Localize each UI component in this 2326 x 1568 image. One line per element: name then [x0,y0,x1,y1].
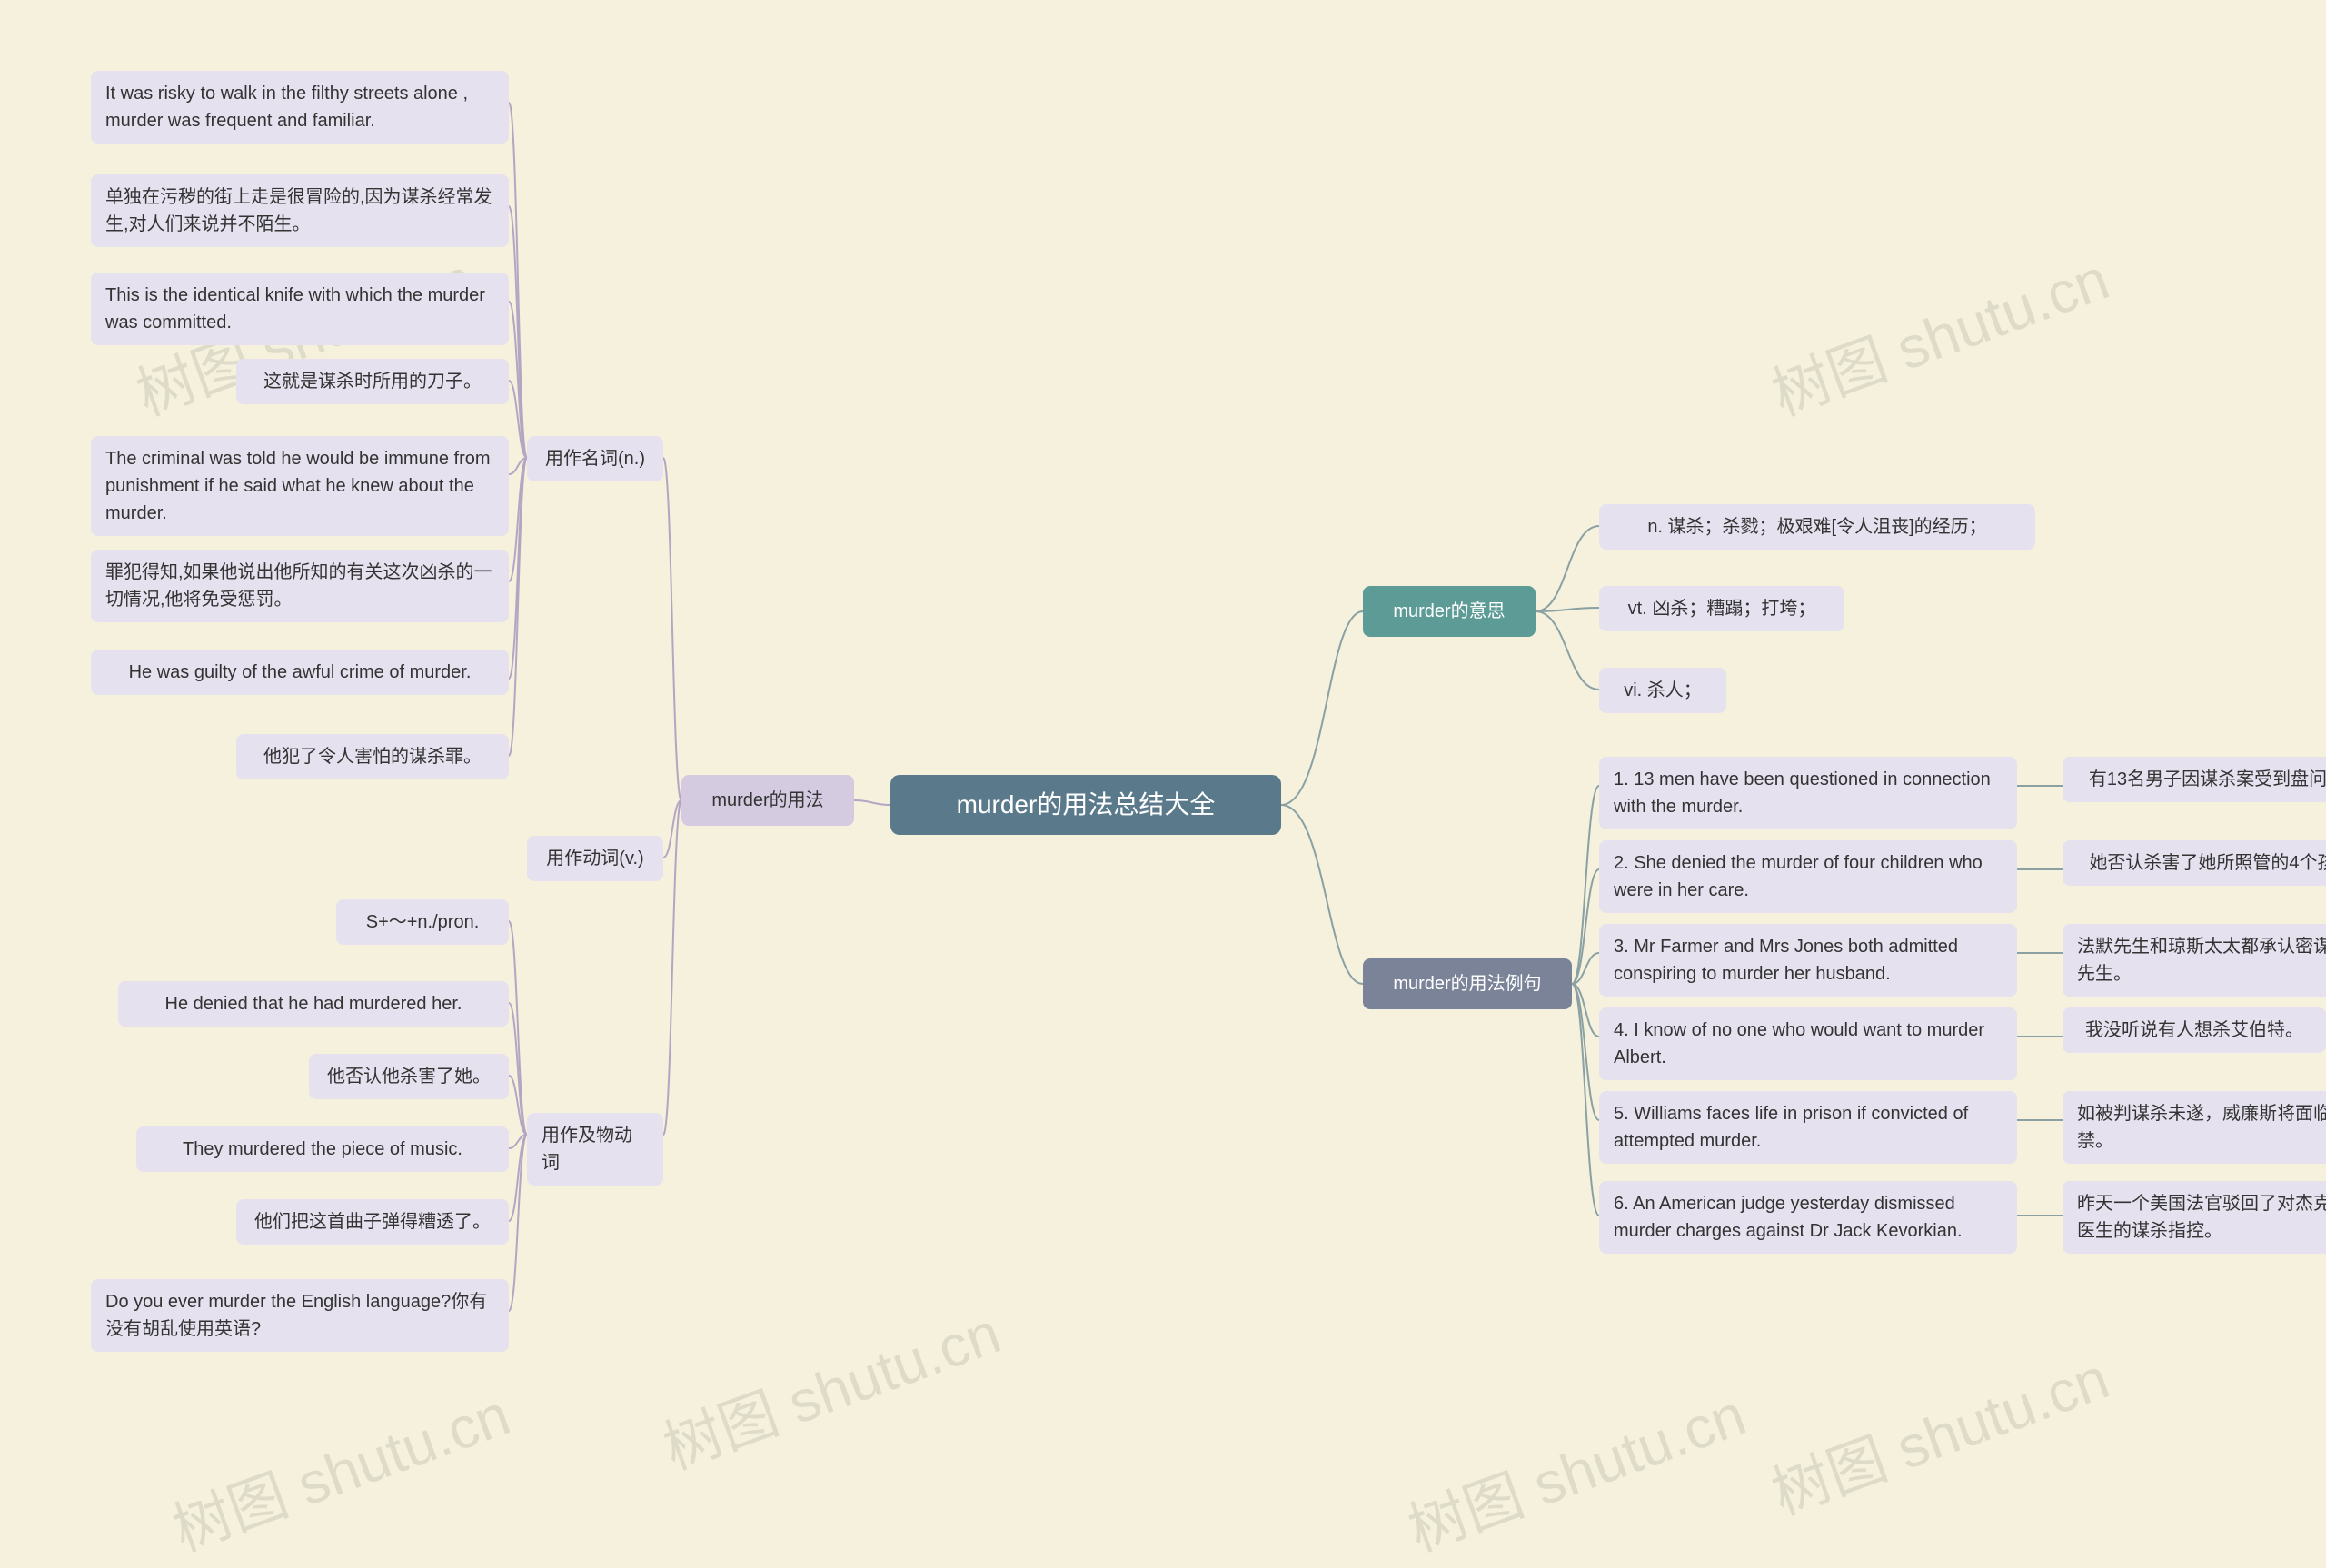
example-zh[interactable]: 有13名男子因谋杀案受到盘问。 [2063,757,2326,802]
meaning-item[interactable]: vi. 杀人； [1599,668,1726,713]
noun-item[interactable]: He was guilty of the awful crime of murd… [91,650,509,695]
usage-verb-label[interactable]: 用作动词(v.) [527,836,663,881]
example-en[interactable]: 2. She denied the murder of four childre… [1599,840,2017,913]
watermark: 树图 shutu.cn [1759,233,2119,432]
meaning-item[interactable]: vt. 凶杀；糟蹋；打垮； [1599,586,1844,631]
noun-item[interactable]: 这就是谋杀时所用的刀子。 [236,359,509,404]
noun-item[interactable]: 罪犯得知,如果他说出他所知的有关这次凶杀的一切情况,他将免受惩罚。 [91,550,509,622]
trans-item[interactable]: Do you ever murder the English language?… [91,1279,509,1352]
example-zh[interactable]: 我没听说有人想杀艾伯特。 [2063,1007,2326,1053]
branch-meaning[interactable]: murder的意思 [1363,586,1536,637]
example-en[interactable]: 5. Williams faces life in prison if conv… [1599,1091,2017,1164]
example-zh[interactable]: 法默先生和琼斯太太都承认密谋杀死了琼斯先生。 [2063,924,2326,997]
trans-item[interactable]: 他们把这首曲子弹得糟透了。 [236,1199,509,1245]
branch-examples[interactable]: murder的用法例句 [1363,958,1572,1009]
example-zh[interactable]: 她否认杀害了她所照管的4个孩子。 [2063,840,2326,886]
root-node[interactable]: murder的用法总结大全 [890,775,1281,835]
watermark: 树图 shutu.cn [160,1368,520,1567]
usage-trans-label[interactable]: 用作及物动词 [527,1113,663,1186]
trans-item[interactable]: S+～+n./pron. [336,899,509,945]
branch-usage[interactable]: murder的用法 [681,775,854,826]
noun-item[interactable]: The criminal was told he would be immune… [91,436,509,536]
watermark: 树图 shutu.cn [1759,1332,2119,1531]
noun-item[interactable]: 单独在污秽的街上走是很冒险的,因为谋杀经常发生,对人们来说并不陌生。 [91,174,509,247]
noun-item[interactable]: It was risky to walk in the filthy stree… [91,71,509,144]
example-en[interactable]: 1. 13 men have been questioned in connec… [1599,757,2017,829]
example-en[interactable]: 4. I know of no one who would want to mu… [1599,1007,2017,1080]
meaning-item[interactable]: n. 谋杀；杀戮；极艰难[令人沮丧]的经历； [1599,504,2035,550]
trans-item[interactable]: 他否认他杀害了她。 [309,1054,509,1099]
watermark: 树图 shutu.cn [651,1286,1010,1485]
example-en[interactable]: 6. An American judge yesterday dismissed… [1599,1181,2017,1254]
example-zh[interactable]: 如被判谋杀未遂，威廉斯将面临终身监禁。 [2063,1091,2326,1164]
noun-item[interactable]: This is the identical knife with which t… [91,273,509,345]
trans-item[interactable]: He denied that he had murdered her. [118,981,509,1027]
usage-noun-label[interactable]: 用作名词(n.) [527,436,663,481]
noun-item[interactable]: 他犯了令人害怕的谋杀罪。 [236,734,509,779]
watermark: 树图 shutu.cn [1396,1368,1755,1567]
example-zh[interactable]: 昨天一个美国法官驳回了对杰克·凯沃尔基安医生的谋杀指控。 [2063,1181,2326,1254]
trans-item[interactable]: They murdered the piece of music. [136,1126,509,1172]
example-en[interactable]: 3. Mr Farmer and Mrs Jones both admitted… [1599,924,2017,997]
